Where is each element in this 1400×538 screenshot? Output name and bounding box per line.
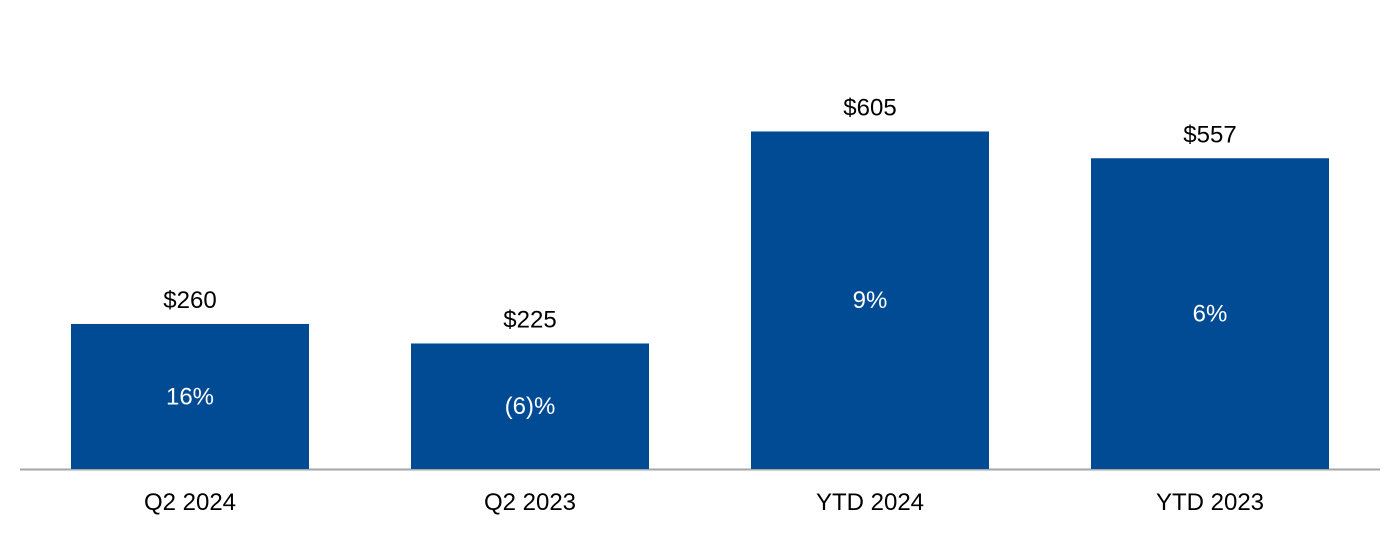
bar-percent-label-3: 6%: [1193, 301, 1228, 328]
value-label-3: $557: [1183, 121, 1236, 148]
bar-percent-label-1: (6)%: [505, 393, 556, 420]
value-label-2: $605: [843, 94, 896, 121]
x-tick-label-2: YTD 2024: [816, 489, 924, 516]
labels-layer: $260 16% Q2 2024 $225 (6)% Q2 2023 $605 9% YTD 2…: [144, 94, 1264, 516]
bars-layer: [71, 131, 1329, 469]
bar-2: [751, 131, 989, 469]
bar-0: [71, 323, 309, 469]
x-tick-label-1: Q2 2023: [484, 489, 576, 516]
x-tick-label-3: YTD 2023: [1156, 489, 1264, 516]
x-tick-label-0: Q2 2024: [144, 489, 236, 516]
bar-percent-label-2: 9%: [853, 287, 888, 314]
bar-3: [1091, 158, 1329, 469]
bar-percent-label-0: 16%: [166, 383, 214, 410]
value-label-1: $225: [503, 306, 556, 333]
value-label-0: $260: [163, 287, 216, 314]
bar-1: [411, 343, 649, 469]
